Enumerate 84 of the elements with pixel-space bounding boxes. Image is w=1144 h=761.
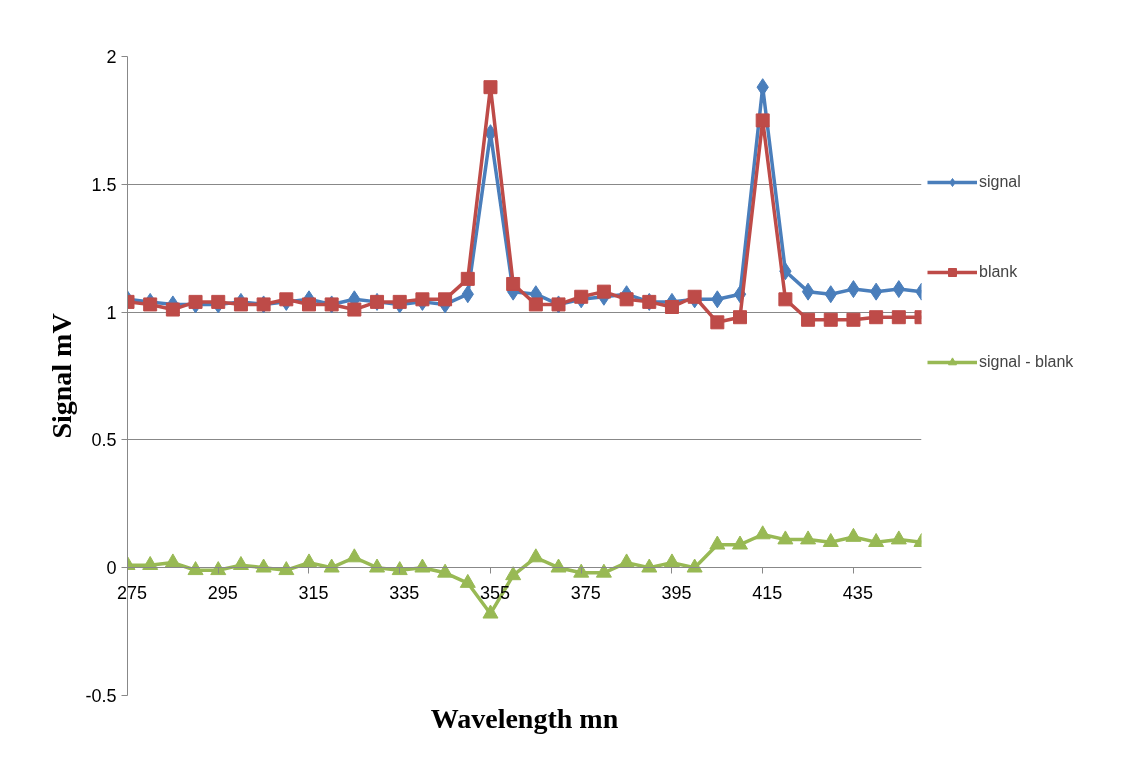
- point: [596, 284, 611, 299]
- y-tick-label: 0.5: [91, 430, 117, 451]
- y-tick-label: 1.5: [91, 174, 117, 195]
- y-tick-label: 1: [106, 302, 117, 323]
- point: [595, 563, 612, 578]
- point: [778, 292, 793, 307]
- point: [527, 548, 544, 563]
- point: [846, 312, 861, 327]
- point: [890, 530, 907, 545]
- point: [733, 310, 748, 325]
- point: [414, 558, 431, 573]
- point: [869, 282, 883, 301]
- point: [255, 558, 272, 573]
- point: [505, 566, 522, 581]
- point: [618, 553, 635, 568]
- point: [506, 276, 521, 291]
- point: [891, 310, 906, 325]
- point: [868, 532, 885, 547]
- x-tick-label: 435: [842, 582, 873, 606]
- point: [164, 553, 181, 568]
- point: [369, 558, 386, 573]
- y-tick-label: -0.5: [85, 686, 117, 706]
- point: [823, 312, 838, 327]
- point: [686, 558, 703, 573]
- point: [459, 573, 476, 588]
- point: [528, 297, 543, 312]
- legend-label: signal: [979, 172, 1021, 192]
- x-tick-label: 335: [389, 582, 420, 606]
- point: [574, 289, 589, 304]
- point: [801, 282, 815, 301]
- point: [438, 292, 453, 307]
- point: [641, 558, 658, 573]
- x-tick-label: 315: [298, 582, 329, 606]
- point: [619, 292, 634, 307]
- point: [211, 294, 226, 309]
- point: [664, 299, 679, 314]
- x-tick-label: 395: [661, 582, 692, 606]
- point: [142, 555, 159, 570]
- point: [300, 553, 317, 568]
- x-tick-label: 295: [207, 582, 238, 606]
- y-axis-title: Signal mV: [46, 313, 78, 439]
- point: [460, 271, 475, 286]
- point: [279, 292, 294, 307]
- x-tick-label: 415: [752, 582, 783, 606]
- point: [550, 558, 567, 573]
- point: [732, 535, 749, 550]
- point: [755, 113, 770, 128]
- point: [301, 297, 316, 312]
- point: [710, 315, 725, 330]
- point: [663, 553, 680, 568]
- point: [845, 527, 862, 542]
- point: [347, 302, 362, 317]
- point: [437, 563, 454, 578]
- x-axis-title: Wavelength mn: [430, 702, 619, 734]
- point: [800, 530, 817, 545]
- point: [233, 297, 248, 312]
- x-tick-label: 375: [570, 582, 601, 606]
- point: [687, 289, 702, 304]
- point: [346, 548, 363, 563]
- point: [210, 561, 227, 576]
- y-tick-label: 0: [106, 558, 117, 579]
- point: [483, 80, 498, 95]
- point: [188, 294, 203, 309]
- point: [165, 302, 180, 317]
- point: [869, 310, 884, 325]
- point: [232, 555, 249, 570]
- point: [801, 312, 816, 327]
- point: [754, 525, 771, 540]
- legend-label: signal - blank: [979, 352, 1074, 372]
- point: [573, 563, 590, 578]
- point: [391, 561, 408, 576]
- point: [392, 294, 407, 309]
- y-tick-label: 2: [106, 47, 117, 67]
- legend-label: blank: [979, 262, 1018, 282]
- point: [777, 530, 794, 545]
- point: [323, 558, 340, 573]
- point: [415, 292, 430, 307]
- point: [709, 535, 726, 550]
- point: [822, 532, 839, 547]
- point: [482, 604, 499, 619]
- x-tick-label: 275: [116, 582, 148, 606]
- point: [143, 297, 158, 312]
- point: [187, 561, 204, 576]
- point: [278, 561, 295, 576]
